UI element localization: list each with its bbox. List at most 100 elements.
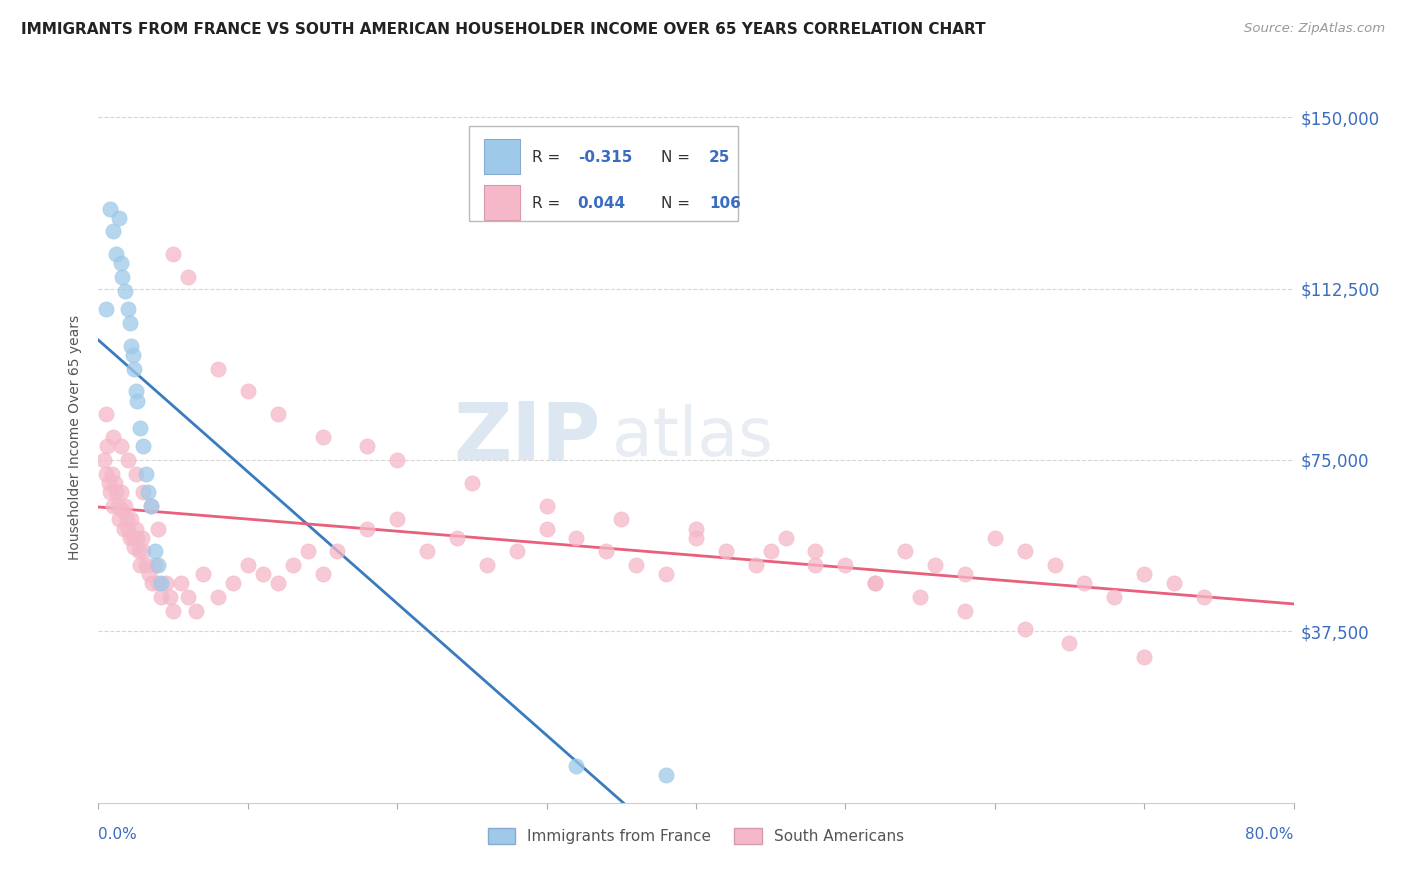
Point xyxy=(536,521,558,535)
Point xyxy=(121,348,143,362)
Point xyxy=(148,521,170,535)
Point xyxy=(1163,576,1185,591)
Point xyxy=(135,467,157,481)
Point xyxy=(475,558,498,573)
Point xyxy=(125,384,148,399)
Point xyxy=(311,430,333,444)
Point xyxy=(222,576,245,591)
Point xyxy=(120,338,142,352)
Point xyxy=(953,567,976,582)
Text: 25: 25 xyxy=(709,150,731,165)
Point xyxy=(128,544,150,558)
Point xyxy=(104,475,127,490)
Point xyxy=(94,301,117,317)
Point xyxy=(177,270,200,285)
Point xyxy=(236,384,259,399)
Point xyxy=(953,604,976,618)
Point xyxy=(326,544,349,558)
Point xyxy=(143,558,166,573)
Point xyxy=(93,453,115,467)
Text: IMMIGRANTS FROM FRANCE VS SOUTH AMERICAN HOUSEHOLDER INCOME OVER 65 YEARS CORREL: IMMIGRANTS FROM FRANCE VS SOUTH AMERICAN… xyxy=(21,22,986,37)
Point xyxy=(714,544,737,558)
Point xyxy=(136,484,159,499)
Text: 80.0%: 80.0% xyxy=(1246,828,1294,842)
Point xyxy=(177,590,200,604)
Point xyxy=(416,544,439,558)
Point xyxy=(120,512,142,526)
Point xyxy=(1133,649,1156,664)
Point xyxy=(162,604,184,618)
Point xyxy=(184,604,207,618)
Point xyxy=(804,544,827,558)
Point xyxy=(103,224,125,238)
Point xyxy=(655,567,678,582)
Text: atlas: atlas xyxy=(613,404,773,470)
Point xyxy=(1192,590,1215,604)
Point xyxy=(108,211,131,225)
Point xyxy=(150,576,173,591)
Point xyxy=(110,256,132,270)
Point xyxy=(98,202,122,216)
Point xyxy=(595,544,617,558)
Point xyxy=(159,590,181,604)
Point xyxy=(108,512,131,526)
Point xyxy=(1014,622,1036,636)
Point xyxy=(105,484,128,499)
Point xyxy=(135,558,157,573)
Legend: Immigrants from France, South Americans: Immigrants from France, South Americans xyxy=(482,822,910,850)
Point xyxy=(139,499,162,513)
Point xyxy=(745,558,768,573)
Point xyxy=(127,393,149,408)
Point xyxy=(125,521,148,535)
FancyBboxPatch shape xyxy=(485,138,520,174)
Point xyxy=(148,558,170,573)
Point xyxy=(1104,590,1126,604)
Point xyxy=(565,531,588,545)
Point xyxy=(114,499,136,513)
Text: ZIP: ZIP xyxy=(453,398,600,476)
Text: N =: N = xyxy=(661,195,695,211)
Text: R =: R = xyxy=(533,195,565,211)
Point xyxy=(267,407,290,421)
Point xyxy=(207,590,229,604)
Point xyxy=(103,430,125,444)
Point xyxy=(101,467,124,481)
Point xyxy=(139,499,162,513)
Point xyxy=(984,531,1007,545)
Point xyxy=(865,576,887,591)
Point xyxy=(924,558,946,573)
Point xyxy=(114,284,136,298)
Point xyxy=(356,439,378,453)
Text: N =: N = xyxy=(661,150,695,165)
Point xyxy=(1043,558,1066,573)
Text: 0.0%: 0.0% xyxy=(98,828,138,842)
Point xyxy=(107,499,129,513)
Point xyxy=(385,512,409,526)
Point xyxy=(162,247,184,261)
Point xyxy=(655,768,678,782)
Point xyxy=(894,544,917,558)
Point xyxy=(132,484,155,499)
Point xyxy=(685,531,707,545)
Point xyxy=(252,567,274,582)
Point xyxy=(908,590,931,604)
Point xyxy=(236,558,259,573)
FancyBboxPatch shape xyxy=(485,185,520,219)
Point xyxy=(169,576,191,591)
Text: 106: 106 xyxy=(709,195,741,211)
Point xyxy=(385,453,409,467)
Point xyxy=(117,301,139,317)
Point xyxy=(118,531,141,545)
Point xyxy=(117,521,139,535)
Point xyxy=(111,503,134,517)
Point xyxy=(129,421,152,435)
Point xyxy=(103,499,125,513)
Point xyxy=(1014,544,1036,558)
Point xyxy=(1059,636,1081,650)
Text: 0.044: 0.044 xyxy=(578,195,626,211)
Point xyxy=(506,544,529,558)
Y-axis label: Householder Income Over 65 years: Householder Income Over 65 years xyxy=(69,315,83,559)
Point xyxy=(356,521,378,535)
Point xyxy=(121,531,143,545)
Point xyxy=(97,475,120,490)
